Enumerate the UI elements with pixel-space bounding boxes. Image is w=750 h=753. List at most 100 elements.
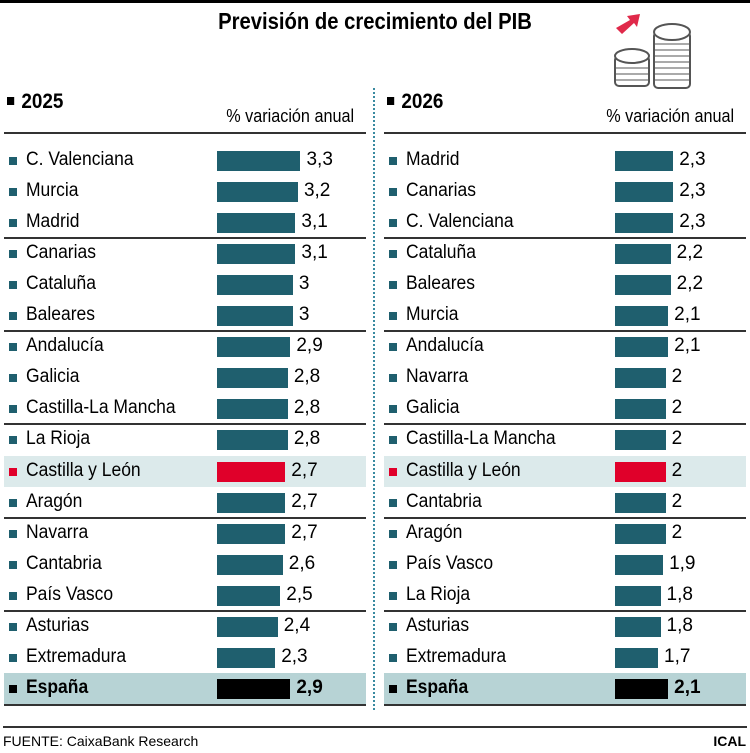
region-label: Aragón xyxy=(406,521,463,543)
table-row: Extremadura 1,7 xyxy=(384,642,746,673)
region-label: Asturias xyxy=(26,614,90,636)
region-label: C. Valenciana xyxy=(406,211,514,233)
group-rule xyxy=(384,423,746,426)
legend-marker xyxy=(9,498,17,507)
value-label: 2 xyxy=(671,428,683,450)
table-row: Murcia 3,2 xyxy=(4,176,366,207)
bar xyxy=(217,213,296,234)
bar xyxy=(217,306,293,327)
legend-marker xyxy=(389,684,397,693)
table-row: Castilla-La Mancha 2 xyxy=(384,424,746,455)
legend-marker xyxy=(389,622,397,631)
region-label: Asturias xyxy=(406,614,470,636)
value-label: 3 xyxy=(298,273,310,295)
table-row: Baleares 2,2 xyxy=(384,269,746,300)
source-note: FUENTE: CaixaBank Research xyxy=(3,733,199,749)
bar xyxy=(217,647,276,668)
table-row: Cantabria 2,6 xyxy=(4,549,366,580)
credit: ICAL xyxy=(713,733,746,749)
unit-label: % variación anual xyxy=(226,106,354,126)
header-rule xyxy=(4,132,366,134)
table-row: Andalucía 2,1 xyxy=(384,331,746,362)
bar xyxy=(615,585,661,606)
table-row: País Vasco 2,5 xyxy=(4,580,366,611)
region-label: Navarra xyxy=(26,521,89,543)
value-label: 2,2 xyxy=(676,242,704,264)
table-row: Asturias 2,4 xyxy=(4,611,366,642)
bar xyxy=(615,368,666,389)
bar xyxy=(217,399,288,420)
table-row: Murcia 2,1 xyxy=(384,300,746,331)
region-label: Castilla y León xyxy=(406,459,521,481)
region-label: Canarias xyxy=(26,242,96,264)
table-row: Cantabria 2 xyxy=(384,487,746,518)
bar xyxy=(217,151,301,171)
table-row: La Rioja 1,8 xyxy=(384,580,746,611)
chart-title: Previsión de crecimiento del PIB xyxy=(218,8,532,34)
table-row: Canarias 2,3 xyxy=(384,176,746,207)
value-label: 3,3 xyxy=(306,149,333,170)
table-row: Castilla y León 2 xyxy=(384,455,746,487)
region-label: España xyxy=(406,676,469,698)
region-label: Aragón xyxy=(26,490,83,512)
legend-marker xyxy=(389,653,397,662)
value-label: 1,9 xyxy=(669,552,696,574)
legend-marker xyxy=(9,436,17,445)
legend-marker xyxy=(389,281,397,290)
value-label: 2,5 xyxy=(286,583,313,605)
bottom-rule xyxy=(384,703,746,706)
region-label: Navarra xyxy=(406,366,469,388)
total-row: España 2,1 xyxy=(384,672,746,704)
value-label: 2 xyxy=(671,459,683,481)
legend-marker xyxy=(389,436,397,445)
legend-marker xyxy=(389,498,397,507)
legend-marker xyxy=(389,188,397,197)
value-label: 1,8 xyxy=(666,614,693,636)
table-row: Aragón 2 xyxy=(384,518,746,549)
region-label: España xyxy=(26,676,89,698)
bar xyxy=(615,337,669,358)
value-label: 3,1 xyxy=(301,211,328,233)
value-label: 2,7 xyxy=(291,490,318,512)
legend-marker xyxy=(389,374,397,383)
bar xyxy=(615,492,666,513)
region-label: Castilla-La Mancha xyxy=(406,428,556,450)
top-rule xyxy=(0,0,750,3)
legend-marker xyxy=(9,560,17,569)
bar xyxy=(217,337,291,358)
table-row: Baleares 3 xyxy=(4,300,366,331)
group-rule xyxy=(384,609,746,612)
table-row: Madrid 3,1 xyxy=(4,207,366,238)
bar xyxy=(615,523,666,544)
table-row: La Rioja 2,8 xyxy=(4,424,366,455)
bar xyxy=(217,678,291,699)
legend-marker xyxy=(9,622,17,631)
coins-growth-icon xyxy=(614,14,691,89)
table-row: Galicia 2,8 xyxy=(4,362,366,393)
legend-marker xyxy=(9,219,17,228)
region-label: Cataluña xyxy=(406,242,476,264)
legend-marker xyxy=(9,374,17,383)
legend-marker xyxy=(389,560,397,569)
value-label: 2,1 xyxy=(674,304,701,326)
value-label: 2,7 xyxy=(291,521,318,543)
table-row: Aragón 2,7 xyxy=(4,487,366,518)
table-row: C. Valenciana 2,3 xyxy=(384,207,746,238)
value-label: 2 xyxy=(671,521,683,543)
region-label: Cantabria xyxy=(406,490,482,512)
legend-marker xyxy=(389,591,397,600)
value-label: 3,1 xyxy=(301,242,328,264)
region-label: La Rioja xyxy=(406,583,471,605)
group-rule xyxy=(4,423,366,426)
table-row: Madrid 2,3 xyxy=(384,145,746,176)
value-label: 3 xyxy=(298,304,310,326)
footer-rule xyxy=(3,726,747,728)
value-label: 2,9 xyxy=(296,335,323,357)
region-label: Galicia xyxy=(26,366,80,388)
value-label: 2,3 xyxy=(679,180,706,202)
group-rule xyxy=(384,516,746,519)
bar xyxy=(615,151,674,171)
legend-marker xyxy=(389,250,397,259)
group-rule xyxy=(4,330,366,333)
value-label: 2,7 xyxy=(291,459,318,481)
